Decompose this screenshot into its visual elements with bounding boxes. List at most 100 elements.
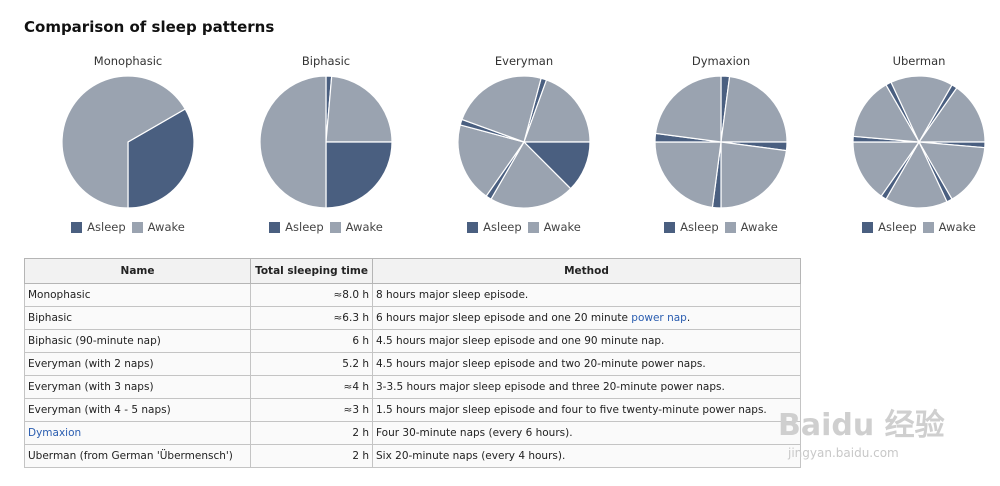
pie-slice-awake-5 bbox=[458, 124, 525, 197]
chart-title: Everyman bbox=[494, 54, 554, 68]
method-text: 4.5 hours major sleep episode and one 90… bbox=[376, 335, 665, 347]
method-text: 4.5 hours major sleep episode and two 20… bbox=[376, 358, 706, 370]
cell-total-sleeping-time: 6 h bbox=[250, 329, 373, 353]
cell-name: Everyman (with 4 - 5 naps) bbox=[24, 398, 251, 422]
header-name: Name bbox=[24, 258, 251, 284]
header-total-sleeping-time: Total sleeping time bbox=[250, 258, 373, 284]
method-tail: . bbox=[686, 312, 691, 324]
legend-swatch-awake bbox=[724, 221, 736, 233]
cell-total-sleeping-time: ≈4 h bbox=[250, 375, 373, 399]
pie-slice-awake-9 bbox=[853, 84, 921, 143]
name-text: Everyman (with 3 naps) bbox=[28, 381, 154, 393]
legend-swatch-asleep bbox=[862, 221, 874, 233]
pie-slice-awake-1 bbox=[325, 76, 392, 143]
legend-swatch-asleep bbox=[467, 221, 479, 233]
legend-item-awake: Awake bbox=[131, 220, 185, 234]
cell-total-sleeping-time: ≈6.3 h bbox=[250, 306, 373, 330]
legend-item-awake: Awake bbox=[922, 220, 976, 234]
legend-swatch-awake bbox=[527, 221, 539, 233]
cell-total-sleeping-time: ≈8.0 h bbox=[250, 283, 373, 307]
chart-legend: Asleep Awake bbox=[38, 220, 218, 234]
pie-chart-biphasic: Biphasic Asleep Awake bbox=[236, 50, 416, 245]
chart-title: Monophasic bbox=[93, 54, 163, 68]
table-row: Everyman (with 4 - 5 naps) ≈3 h 1.5 hours … bbox=[24, 398, 801, 422]
name-text: Monophasic bbox=[28, 289, 91, 301]
method-text: Four 30-minute naps (every 6 hours). bbox=[376, 427, 573, 439]
pie-slice-awake-5 bbox=[885, 140, 948, 208]
pie-slice-awake-7 bbox=[655, 76, 722, 143]
chart-legend: Asleep Awake bbox=[829, 220, 1000, 234]
cell-method: 8 hours major sleep episode. bbox=[372, 283, 801, 307]
cell-method: 1.5 hours major sleep episode and four t… bbox=[372, 398, 801, 422]
pie-chart-everyman: Everyman Asleep Awake bbox=[434, 50, 614, 245]
pie-slice-awake-3 bbox=[490, 141, 572, 208]
legend-swatch-awake bbox=[131, 221, 143, 233]
pie-slice-awake-5 bbox=[655, 141, 722, 208]
legend-item-asleep: Asleep bbox=[269, 220, 324, 234]
legend-item-asleep: Asleep bbox=[862, 220, 917, 234]
pie-slice-awake-1 bbox=[523, 79, 590, 143]
cell-total-sleeping-time: 5.2 h bbox=[250, 352, 373, 376]
cell-name: Uberman (from German 'Übermensch') bbox=[24, 444, 251, 468]
power-nap-link[interactable]: power nap bbox=[631, 312, 687, 324]
pie-chart-dymaxion: Dymaxion Asleep Awake bbox=[631, 50, 811, 245]
cell-method: Six 20-minute naps (every 4 hours). bbox=[372, 444, 801, 468]
table-row: Everyman (with 2 naps) 5.2 h 4.5 hours maj… bbox=[24, 352, 801, 376]
dymaxion-link[interactable]: Dymaxion bbox=[28, 427, 82, 439]
legend-label-asleep: Asleep bbox=[483, 220, 522, 234]
cell-method: Four 30-minute naps (every 6 hours). bbox=[372, 421, 801, 445]
legend-item-awake: Awake bbox=[724, 220, 778, 234]
pie-slice-awake-7 bbox=[853, 141, 921, 197]
pie-charts-row: Monophasic Asleep Awake Biphasic Asleep Awake… bbox=[0, 50, 1000, 250]
chart-title: Dymaxion bbox=[691, 54, 751, 68]
cell-method: 4.5 hours major sleep episode and two 20… bbox=[372, 352, 801, 376]
chart-title: Biphasic bbox=[301, 54, 351, 68]
cell-name: Monophasic bbox=[24, 283, 251, 307]
cell-name[interactable]: Dymaxion bbox=[24, 421, 251, 445]
pie-slice-asleep-2 bbox=[325, 141, 392, 208]
table-row: Dymaxion 2 h Four 30-minute naps (every 6 … bbox=[24, 421, 801, 445]
name-text: Biphasic bbox=[28, 312, 73, 324]
legend-item-asleep: Asleep bbox=[664, 220, 719, 234]
legend-label-awake: Awake bbox=[543, 220, 581, 234]
pie-slice-awake-3 bbox=[260, 76, 327, 208]
legend-item-awake: Awake bbox=[329, 220, 383, 234]
cell-method: 6 hours major sleep episode and one 20 m… bbox=[372, 306, 801, 330]
chart-legend: Asleep Awake bbox=[631, 220, 811, 234]
legend-item-asleep: Asleep bbox=[71, 220, 126, 234]
legend-label-awake: Awake bbox=[938, 220, 976, 234]
legend-swatch-asleep bbox=[664, 221, 676, 233]
legend-item-asleep: Asleep bbox=[467, 220, 522, 234]
pie-svg bbox=[655, 76, 787, 208]
legend-label-awake: Awake bbox=[345, 220, 383, 234]
legend-swatch-asleep bbox=[269, 221, 281, 233]
cell-name: Everyman (with 3 naps) bbox=[24, 375, 251, 399]
pie-slice-awake-1 bbox=[720, 76, 787, 143]
name-text: Biphasic (90-minute nap) bbox=[28, 335, 161, 347]
pie-svg bbox=[853, 76, 985, 208]
table-row: Uberman (from German 'Übermensch') 2 h Six… bbox=[24, 444, 801, 468]
pie-slice-awake-3 bbox=[720, 141, 787, 208]
legend-label-asleep: Asleep bbox=[878, 220, 917, 234]
name-text: Everyman (with 2 naps) bbox=[28, 358, 154, 370]
table-header-row: Name Total sleeping time Method bbox=[24, 258, 801, 284]
chart-legend: Asleep Awake bbox=[236, 220, 416, 234]
cell-total-sleeping-time: 2 h bbox=[250, 444, 373, 468]
cell-method: 3-3.5 hours major sleep episode and thre… bbox=[372, 375, 801, 399]
chart-legend: Asleep Awake bbox=[434, 220, 614, 234]
method-text: 3-3.5 hours major sleep episode and thre… bbox=[376, 381, 725, 393]
name-text: Everyman (with 4 - 5 naps) bbox=[28, 404, 171, 416]
table-row: Biphasic (90-minute nap) 6 h 4.5 hours maj… bbox=[24, 329, 801, 353]
pie-slice-awake-1 bbox=[917, 87, 985, 143]
page-title: Comparison of sleep patterns bbox=[24, 18, 275, 36]
cell-name: Biphasic bbox=[24, 306, 251, 330]
legend-swatch-awake bbox=[329, 221, 341, 233]
legend-label-awake: Awake bbox=[740, 220, 778, 234]
legend-label-asleep: Asleep bbox=[680, 220, 719, 234]
sleep-patterns-table: Name Total sleeping time Method Monophas… bbox=[24, 258, 801, 468]
cell-total-sleeping-time: 2 h bbox=[250, 421, 373, 445]
method-text: 1.5 hours major sleep episode and four t… bbox=[376, 404, 767, 416]
legend-item-awake: Awake bbox=[527, 220, 581, 234]
